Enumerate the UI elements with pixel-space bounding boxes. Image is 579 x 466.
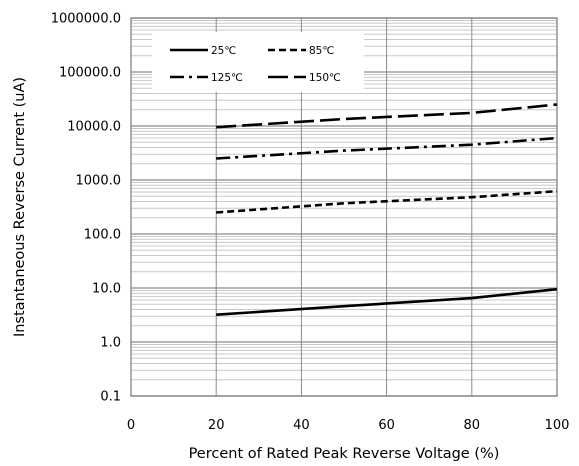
data-series	[216, 103, 558, 316]
legend: 25℃ 85℃ 125℃ 150℃	[152, 32, 364, 92]
y-tick-label: 10000.0	[67, 120, 121, 135]
x-tick-label: 100	[545, 418, 570, 433]
x-axis-label: Percent of Rated Peak Reverse Voltage (%…	[189, 446, 500, 462]
series-line-3	[216, 103, 558, 129]
y-tick-label: 100000.0	[59, 66, 121, 81]
y-tick-label: 1000.0	[76, 174, 122, 189]
tick-labels: 0.11.010.0100.01000.010000.0100000.01000…	[51, 12, 570, 434]
series-line-1	[216, 189, 558, 214]
legend-box	[152, 32, 364, 92]
x-tick-label: 80	[464, 418, 481, 433]
x-tick-label: 20	[208, 418, 225, 433]
legend-label-3: 150℃	[309, 72, 341, 84]
y-tick-label: 10.0	[92, 282, 121, 297]
plot-frame	[130, 17, 558, 397]
legend-label-0: 25℃	[211, 45, 236, 57]
x-tick-label: 40	[293, 418, 310, 433]
y-tick-label: 0.1	[100, 390, 121, 405]
legend-label-2: 125℃	[211, 72, 243, 84]
x-tick-label: 0	[127, 418, 135, 433]
legend-label-1: 85℃	[309, 45, 334, 57]
x-tick-label: 60	[378, 418, 395, 433]
series-line-0	[216, 287, 558, 316]
y-tick-label: 100.0	[84, 228, 121, 243]
series-line-2	[216, 136, 558, 160]
axes	[130, 17, 558, 397]
y-tick-label: 1.0	[100, 336, 121, 351]
y-tick-label: 1000000.0	[51, 12, 121, 27]
y-axis-label: Instantaneous Reverse Current (uA)	[12, 77, 28, 337]
